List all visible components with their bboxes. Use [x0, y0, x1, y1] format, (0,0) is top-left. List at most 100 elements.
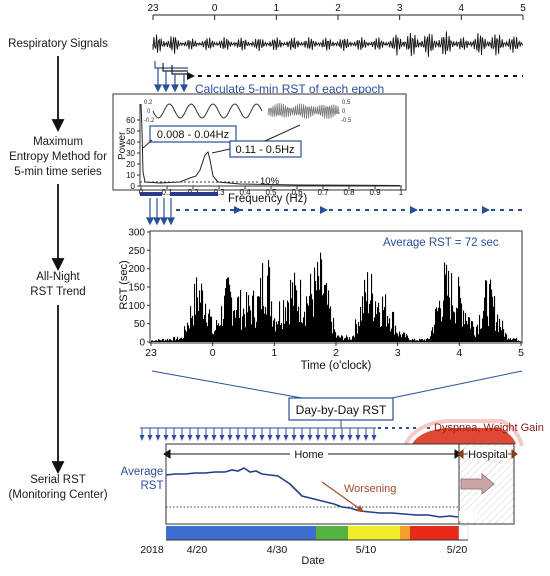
rst-bar	[204, 314, 206, 342]
rst-bar	[237, 297, 239, 342]
rst-bar	[259, 296, 261, 342]
rst-bar	[323, 293, 325, 342]
low-frequency-inset-wave	[152, 103, 263, 119]
rst-bar	[376, 314, 378, 342]
rst-bar	[242, 316, 244, 342]
average-rst-label-2: RST	[141, 480, 164, 492]
rst-bar	[359, 326, 361, 342]
rst-bar	[197, 297, 199, 342]
rst-bar	[314, 267, 316, 342]
rst-bar	[511, 340, 513, 342]
rst-bar	[474, 335, 476, 342]
rst-bar	[406, 334, 408, 342]
rst-bar	[234, 310, 236, 342]
rst-bar	[211, 316, 213, 342]
worsening-label: Worsening	[344, 483, 396, 495]
rst-bar	[433, 333, 435, 342]
rst-bar	[374, 317, 376, 342]
rst-bar	[299, 322, 301, 342]
rst-bar	[187, 322, 189, 342]
rst-bar	[450, 319, 452, 342]
funnel-right	[391, 370, 523, 399]
rst-bar	[277, 324, 279, 342]
rst-bar	[288, 302, 290, 342]
rst-bar	[201, 283, 203, 342]
rst-bar	[442, 316, 444, 342]
inset-tick-labels: 0.2 0 -0.2 0.5 0 -0.5	[144, 100, 352, 124]
daily-arrow-head	[179, 435, 185, 441]
rst-bar	[238, 296, 240, 342]
rst-bar	[173, 337, 175, 342]
rst-bar	[254, 317, 256, 342]
rst-bar	[319, 289, 321, 342]
rst-bar	[428, 339, 430, 342]
rst-bar	[515, 338, 517, 342]
rst-bar	[381, 325, 383, 342]
rst-bar	[273, 320, 275, 342]
rst-bar	[335, 332, 337, 342]
rst-bar	[399, 331, 401, 342]
date-4-30: 4/30	[267, 544, 288, 556]
rst-bar	[268, 260, 270, 342]
rst-y-tick-label: 200	[128, 264, 145, 275]
label-trend-2: RST Trend	[30, 286, 85, 298]
rst-bar	[236, 310, 238, 342]
rst-bar	[310, 273, 312, 342]
rst-bar	[471, 320, 473, 342]
rst-bar	[313, 316, 315, 342]
daily-arrow-head	[251, 435, 257, 441]
rst-bar	[157, 341, 159, 342]
rst-bar	[158, 339, 160, 342]
epoch-dashed-line-lower	[176, 206, 523, 214]
rst-bar	[185, 330, 187, 342]
rst-bars	[151, 252, 522, 342]
rst-bar	[436, 307, 438, 342]
rst-bar	[316, 290, 318, 342]
rst-bar	[247, 312, 249, 342]
rst-bar	[421, 338, 423, 342]
rst-bar	[179, 338, 181, 342]
daily-arrow-head	[155, 435, 161, 441]
rst-bar	[362, 296, 364, 342]
rst-bar	[500, 327, 502, 342]
rst-bar	[203, 319, 205, 342]
spectrum-x-tick-label: 0.6	[291, 188, 303, 197]
low-wave-trace	[152, 103, 263, 119]
rst-bar	[518, 340, 520, 342]
spectrum-curve	[140, 103, 401, 186]
rst-x-ticks: 23 0 1 2 3 4 5	[145, 342, 524, 359]
rst-bar	[339, 337, 341, 342]
rst-bar	[509, 339, 511, 342]
rst-bar	[272, 326, 274, 342]
daily-arrow-head	[235, 435, 241, 441]
low-band-marker	[140, 192, 162, 196]
rst-bar	[383, 310, 385, 342]
low-band-pointer	[142, 139, 153, 149]
rst-bar	[168, 340, 170, 342]
respiratory-inset-wave	[267, 102, 340, 119]
rst-bar	[337, 335, 339, 342]
band-orange	[400, 526, 410, 540]
rst-bar	[380, 327, 382, 342]
rst-bar	[371, 273, 373, 342]
band-blue	[166, 526, 316, 540]
rst-bar	[498, 332, 500, 342]
spectrum-x-tick-label: 0.1	[161, 188, 173, 197]
rst-bar	[271, 301, 273, 342]
rst-bar	[200, 302, 202, 342]
rst-bar	[479, 315, 481, 342]
rst-bar	[249, 306, 251, 342]
signal-hour-label: 2	[335, 3, 341, 14]
daily-arrows	[139, 428, 377, 441]
rst-bar	[446, 264, 448, 342]
rst-bar	[320, 252, 322, 342]
rst-bar	[412, 338, 414, 342]
rst-bar	[419, 338, 421, 342]
high-wave-trace	[267, 102, 340, 119]
rst-bar	[445, 274, 447, 342]
rst-bar	[216, 319, 218, 342]
daily-arrow-head	[267, 435, 273, 441]
rst-bar	[154, 340, 156, 342]
rst-bar	[265, 307, 267, 342]
date-5-10: 5/10	[356, 544, 377, 556]
